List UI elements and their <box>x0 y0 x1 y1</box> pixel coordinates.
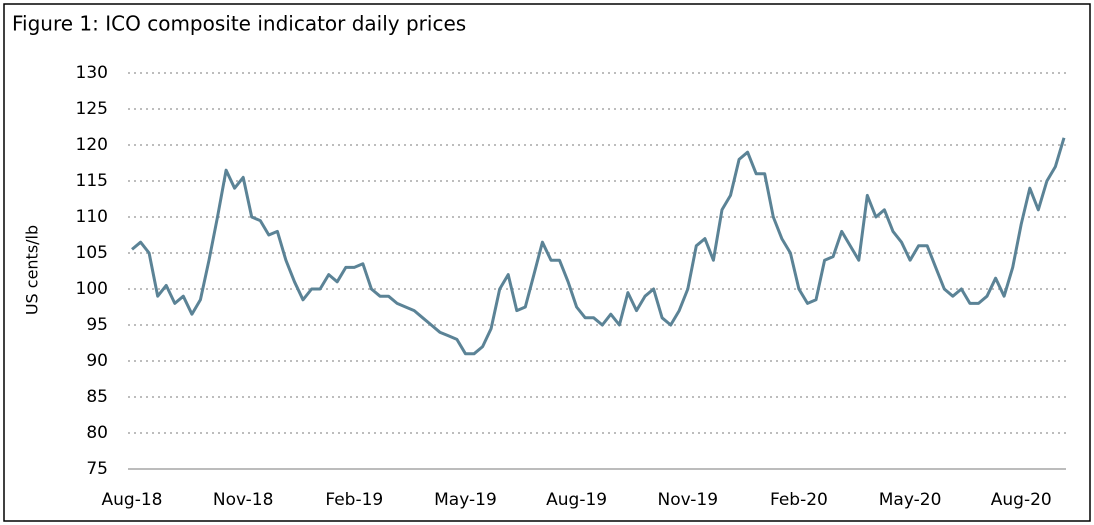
frame <box>3 3 1091 522</box>
y-tick-label: 80 <box>86 423 108 443</box>
y-tick-label: 85 <box>86 387 108 407</box>
y-tick-label: 95 <box>86 315 108 335</box>
x-tick-label: Nov-19 <box>658 490 719 510</box>
chart-title: Figure 1: ICO composite indicator daily … <box>12 12 466 36</box>
y-tick-label: 125 <box>76 99 108 119</box>
x-tick-label: Aug-18 <box>102 490 163 510</box>
line-series <box>131 137 1066 356</box>
y-tick-label: 90 <box>86 351 108 371</box>
y-tick-label: 105 <box>76 243 108 263</box>
y-axis-label: US cents/lb <box>23 225 42 315</box>
x-tick-label: Nov-18 <box>213 490 274 510</box>
y-tick-label: 100 <box>76 279 108 299</box>
y-tick-label: 120 <box>76 135 108 155</box>
x-tick-label: Feb-20 <box>770 490 828 510</box>
x-tick-label: Feb-19 <box>325 490 383 510</box>
x-tick-label: May-20 <box>879 490 942 510</box>
y-tick-label: 130 <box>76 63 108 83</box>
y-tick-label: 75 <box>86 459 108 479</box>
x-tick-label: Aug-19 <box>546 490 607 510</box>
y-tick-label: 110 <box>76 207 108 227</box>
y-tick-label: 115 <box>76 171 108 191</box>
x-tick-label: May-19 <box>434 490 497 510</box>
x-tick-label: Aug-20 <box>991 490 1052 510</box>
